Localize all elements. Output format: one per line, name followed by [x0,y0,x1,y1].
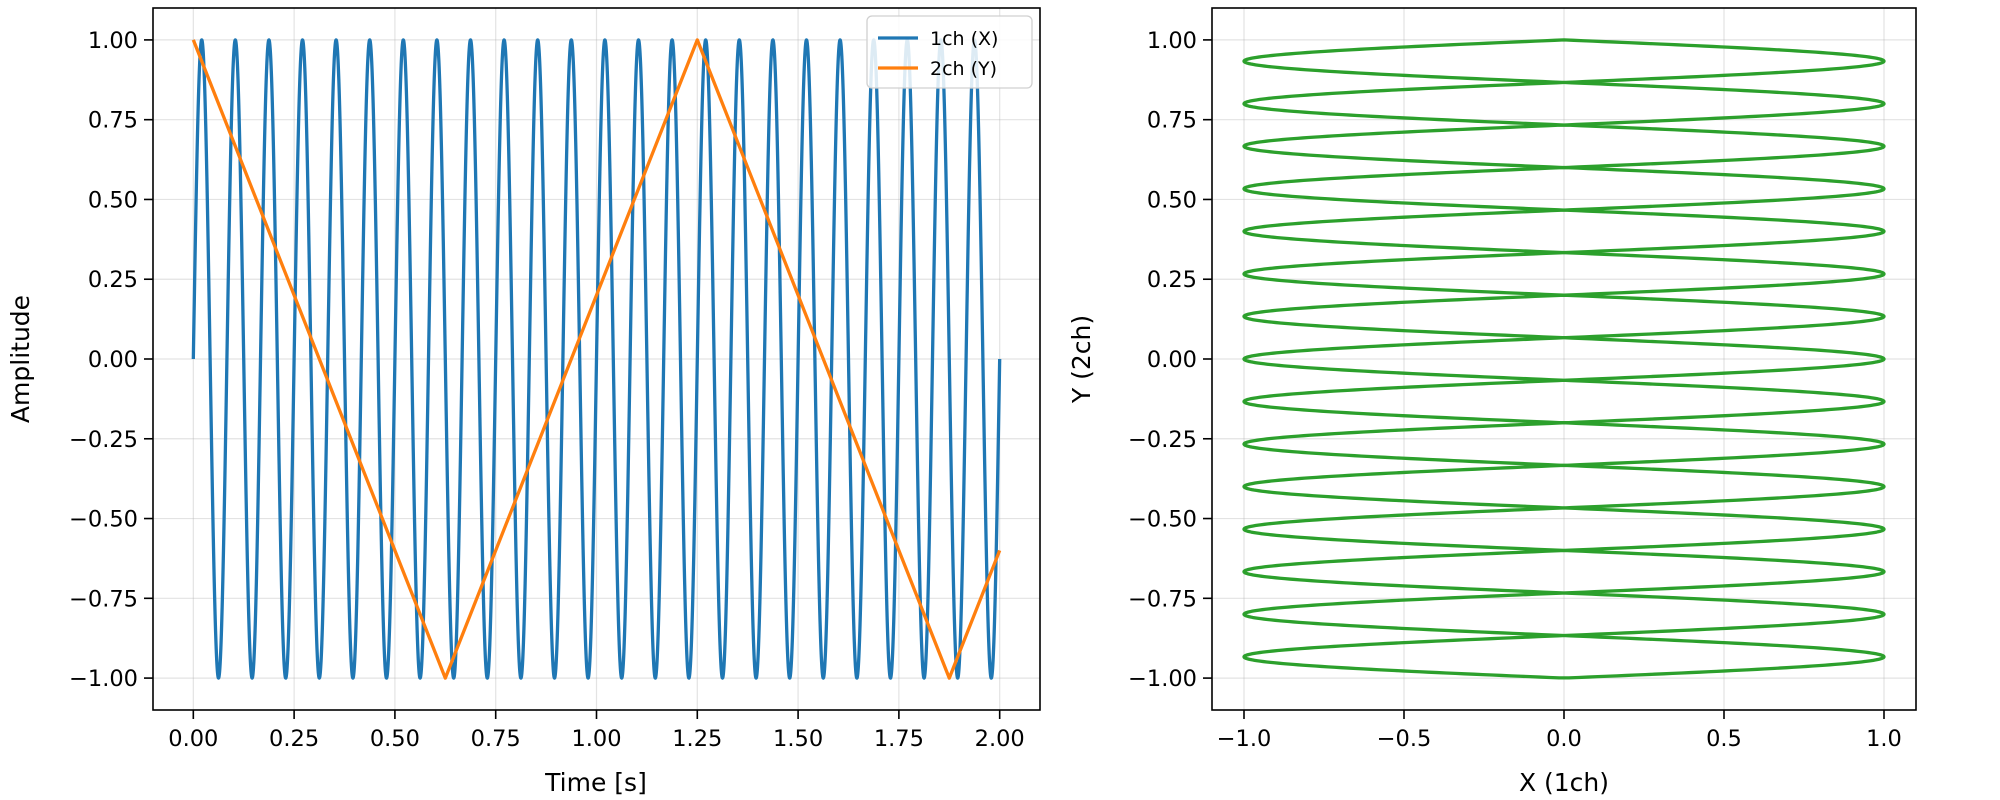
right-x-tick-label: 0.5 [1706,726,1742,752]
left-y-ticks: 1.00 0.75 0.50 0.25 0.00 −0.25 −0.50 −0.75 −1.00 [69,28,153,692]
right-y-tick-label: 0.50 [1147,187,1197,213]
series-line-2ch-y [191,38,1002,680]
left-y-tick-label: −0.25 [69,427,138,453]
right-y-tick-label: 0.25 [1147,267,1197,293]
legend-box [866,15,1033,89]
left-y-tick-label: −1.00 [69,666,138,692]
left-x-tick-label: 0.50 [370,726,420,752]
left-y-tick-label: 0.50 [88,187,138,213]
series-line-lissajous-x-vs-y [1242,38,1886,680]
left-y-tick-label: 1.00 [88,28,138,54]
left-y-tick-label: 0.00 [88,347,138,373]
left-plot-area [191,38,1002,680]
right-y-tick-label: −0.25 [1128,427,1197,453]
legend-label-2ch: 2ch (Y) [930,58,997,80]
left-x-tick-label: 1.75 [874,726,924,752]
legend-label-1ch: 1ch (X) [930,28,998,50]
left-x-tick-label: 0.75 [471,726,521,752]
left-y-tick-label: −0.50 [69,507,138,533]
right-y-tick-label: −0.50 [1128,507,1197,533]
right-x-tick-label: −0.5 [1377,726,1432,752]
right-x-tick-label: 1.0 [1866,726,1902,752]
series-line-1ch-x [191,38,1002,680]
right-y-tick-label: 0.00 [1147,347,1197,373]
left-x-tick-label: 2.00 [975,726,1025,752]
right-y-tick-label: −1.00 [1128,666,1197,692]
time-series-chart: 0.00 0.25 0.50 0.75 1.00 1.25 1.50 1.75 2.00 1.0… [6,7,1041,797]
legend: 1ch (X) 2ch (Y) [866,15,1033,89]
right-y-ticks: 1.00 0.75 0.50 0.25 0.00 −0.25 −0.50 −0.75 −1.00 [1128,28,1212,692]
right-y-axis-label: Y (2ch) [1067,315,1096,404]
right-y-tick-label: −0.75 [1128,586,1197,612]
left-y-tick-label: −0.75 [69,586,138,612]
right-x-ticks: −1.0 −0.5 0.0 0.5 1.0 [1217,710,1902,752]
left-y-tick-label: 0.25 [88,267,138,293]
right-y-tick-label: 1.00 [1147,28,1197,54]
left-x-tick-label: 1.00 [571,726,621,752]
right-x-axis-label: X (1ch) [1519,768,1609,797]
left-y-tick-label: 0.75 [88,108,138,134]
left-x-tick-label: 0.00 [168,726,218,752]
left-x-tick-label: 0.25 [269,726,319,752]
left-x-tick-label: 1.25 [672,726,722,752]
xy-plot-chart: −1.0 −0.5 0.0 0.5 1.0 1.00 0.75 0.50 0.25 0.00 −0… [1067,7,1917,797]
left-x-axis-label: Time [s] [544,768,647,797]
right-x-tick-label: 0.0 [1546,726,1582,752]
right-x-tick-label: −1.0 [1217,726,1272,752]
right-plot-area [1242,38,1886,680]
left-y-axis-label: Amplitude [6,295,35,423]
right-y-tick-label: 0.75 [1147,108,1197,134]
left-x-tick-label: 1.50 [773,726,823,752]
left-x-ticks: 0.00 0.25 0.50 0.75 1.00 1.25 1.50 1.75 2.00 [168,710,1025,752]
